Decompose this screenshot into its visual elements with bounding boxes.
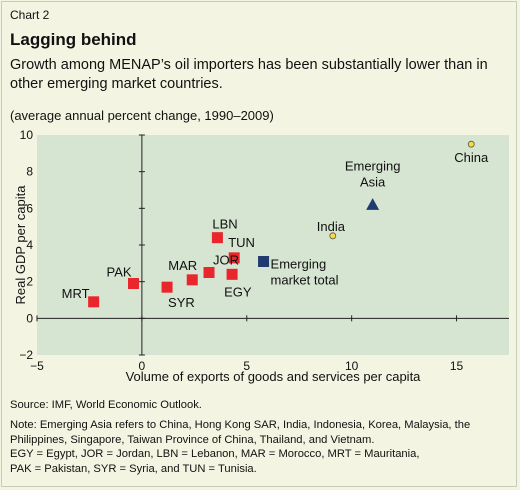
point-mrt: [88, 296, 100, 308]
x-tick-label: 0: [139, 359, 146, 373]
chart-subtitle: Growth among MENAP’s oil importers has b…: [10, 57, 488, 92]
x-axis-title: Volume of exports of goods and services …: [126, 369, 422, 384]
point-tun: [228, 252, 240, 264]
point-mar: [186, 274, 198, 286]
point-syr: [161, 281, 173, 293]
label-syr: SYR: [168, 295, 195, 310]
label-china: China: [454, 150, 489, 165]
label-lbn: LBN: [212, 217, 237, 232]
label-egy: EGY: [224, 284, 252, 299]
notes-block: Note: Emerging Asia refers to China, Hon…: [10, 418, 515, 476]
label-jor: JOR: [213, 253, 239, 268]
label-tun: TUN: [228, 235, 255, 250]
point-pak: [127, 278, 139, 289]
y-tick-label: −2: [19, 348, 33, 362]
chart-number: Chart 2: [10, 8, 50, 22]
point-emerging-asia: [366, 198, 380, 210]
point-china: [467, 140, 475, 148]
point-india: [329, 232, 337, 240]
label-emerging-market-total: Emerging: [271, 257, 327, 272]
label-emerging-asia: Asia: [360, 175, 386, 190]
point-emerging-market-total: [258, 256, 270, 267]
y-tick-label: 10: [20, 128, 34, 142]
chart-title: Lagging behind: [10, 30, 137, 49]
label-emerging-market-total: market total: [271, 273, 339, 288]
y-tick-label: 0: [26, 311, 33, 325]
chart-units: (average annual percent change, 1990–200…: [10, 108, 274, 123]
y-tick-label: 2: [26, 275, 33, 289]
note-line: Philippines, Singapore, Taiwan Province …: [10, 433, 375, 446]
note-line: PAK = Pakistan, SYR = Syria, and TUN = T…: [10, 462, 257, 475]
y-tick-label: 8: [26, 165, 33, 179]
x-tick-label: 10: [345, 359, 359, 373]
label-india: India: [317, 219, 346, 234]
note-line: Note: Emerging Asia refers to China, Hon…: [10, 419, 471, 431]
plot-area: [37, 135, 509, 355]
label-mrt: MRT: [62, 286, 90, 301]
y-tick-label: 6: [26, 201, 33, 215]
label-emerging-asia: Emerging: [345, 159, 401, 174]
point-lbn: [211, 232, 223, 244]
source-note: Source: IMF, World Economic Outlook.: [10, 399, 202, 411]
x-tick-label: 5: [243, 359, 250, 373]
y-tick-label: 4: [26, 238, 33, 252]
label-mar: MAR: [168, 258, 197, 273]
point-egy: [226, 268, 238, 280]
x-tick-label: 15: [450, 359, 464, 373]
point-jor: [203, 267, 215, 278]
label-pak: PAK: [106, 265, 131, 280]
x-tick-label: −5: [30, 359, 44, 373]
y-axis-title: Real GDP per capita: [13, 185, 28, 305]
note-line: EGY = Egypt, JOR = Jordan, LBN = Lebanon…: [10, 448, 420, 460]
